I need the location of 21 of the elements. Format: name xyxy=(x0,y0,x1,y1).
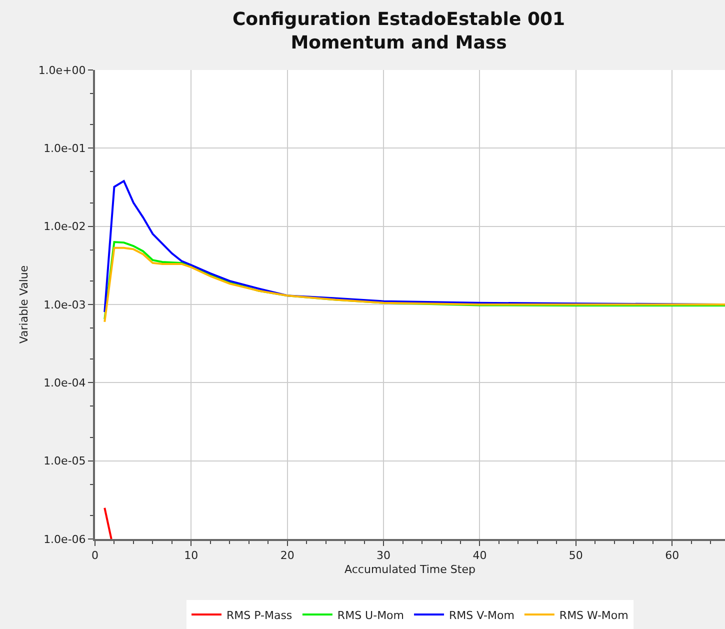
y-tick-label: 1.0e-02 xyxy=(44,220,86,234)
legend-label: RMS P-Mass xyxy=(226,608,292,622)
x-tick-label: 40 xyxy=(472,549,487,562)
legend-label: RMS W-Mom xyxy=(559,608,628,622)
y-tick-label: 1.0e-01 xyxy=(44,142,86,156)
y-tick-label: 1.0e+00 xyxy=(38,64,86,77)
y-tick-label: 1.0e-06 xyxy=(44,532,86,546)
legend-label: RMS V-Mom xyxy=(449,608,514,622)
x-tick-label: 50 xyxy=(568,549,583,562)
x-tick-label: 60 xyxy=(665,549,680,562)
chart-title: Configuration EstadoEstable 001 Momentum and Mass xyxy=(232,9,566,54)
y-tick-label: 1.0e-05 xyxy=(44,454,86,468)
x-tick-label: 0 xyxy=(92,549,98,562)
x-tick-label: 30 xyxy=(376,549,391,562)
x-tick-label: 10 xyxy=(184,549,198,562)
y-tick-label: 1.0e-04 xyxy=(44,376,86,390)
y-tick-label: 1.0e-03 xyxy=(44,298,86,312)
y-axis-title: Variable Value xyxy=(17,265,30,344)
legend-label: RMS U-Mom xyxy=(337,608,404,622)
x-tick-label: 20 xyxy=(280,549,294,562)
x-axis-title: Accumulated Time Step xyxy=(344,562,476,576)
